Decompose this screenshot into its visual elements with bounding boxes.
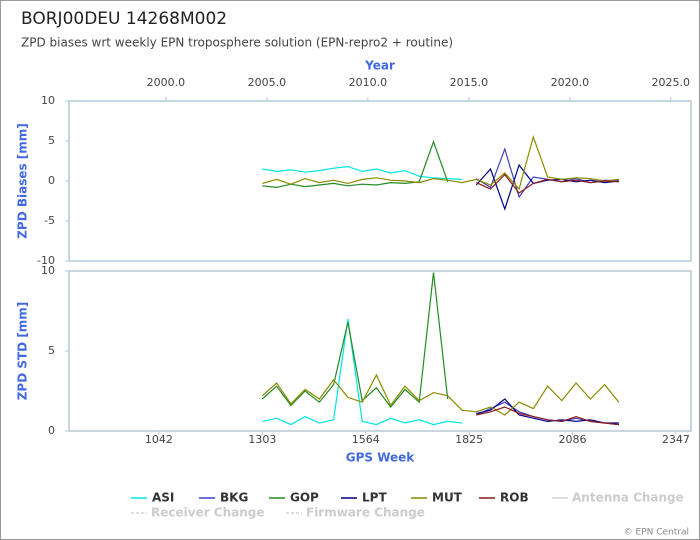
chart-subtitle: ZPD biases wrt weekly EPN troposphere so… xyxy=(21,36,453,50)
y-axis-label: ZPD STD [mm] xyxy=(16,302,30,401)
legend-label: Receiver Change xyxy=(151,506,265,520)
legend-label: Firmware Change xyxy=(306,506,425,520)
x-tick-label: 1825 xyxy=(455,433,483,446)
series-line xyxy=(262,318,463,426)
x-tick-label: 1303 xyxy=(248,433,276,446)
legend-label: LPT xyxy=(362,491,387,505)
plot-frame xyxy=(68,270,692,432)
legend-label: Antenna Change xyxy=(572,491,684,505)
x-tick-label: 1042 xyxy=(145,433,173,446)
y-tick-label: 10 xyxy=(41,94,55,107)
y-axis-label: ZPD Biases [mm] xyxy=(16,123,30,239)
legend-label: BKG xyxy=(220,491,248,505)
legend-label: GOP xyxy=(290,491,319,505)
legend-label: ROB xyxy=(500,491,529,505)
top-tick-label: 2015.0 xyxy=(450,76,489,89)
legend-label: ASI xyxy=(152,491,174,505)
top-tick-label: 2025.0 xyxy=(652,76,691,89)
x-tick-label: 2347 xyxy=(662,433,690,446)
top-tick-label: 2010.0 xyxy=(349,76,388,89)
x-tick-label: 2086 xyxy=(559,433,587,446)
x-tick-label: 1564 xyxy=(352,433,380,446)
x-axis-label: GPS Week xyxy=(346,451,416,465)
footer: © EPN Central xyxy=(624,528,689,538)
top-tick-label: 2005.0 xyxy=(248,76,287,89)
top-axis-label: Year xyxy=(364,59,395,73)
series-line xyxy=(261,373,620,416)
top-tick-label: 2020.0 xyxy=(551,76,590,89)
y-tick-label: 0 xyxy=(48,424,55,437)
y-tick-label: 10 xyxy=(41,264,55,277)
series-line xyxy=(262,165,463,180)
top-tick-label: 2000.0 xyxy=(147,76,186,89)
series-line xyxy=(476,173,619,194)
y-tick-label: -10 xyxy=(37,254,55,267)
series-line xyxy=(475,163,619,211)
y-tick-label: 5 xyxy=(48,344,55,357)
series-line xyxy=(476,406,619,426)
y-tick-label: -5 xyxy=(44,214,55,227)
series-line xyxy=(262,140,449,189)
legend-label: MUT xyxy=(432,491,463,505)
y-tick-label: 5 xyxy=(48,134,55,147)
series-line xyxy=(262,135,619,191)
series-line xyxy=(476,398,619,424)
series-line xyxy=(261,272,449,408)
chart-title: BORJ00DEU 14268M002 xyxy=(21,9,227,29)
y-tick-label: 0 xyxy=(48,174,55,187)
